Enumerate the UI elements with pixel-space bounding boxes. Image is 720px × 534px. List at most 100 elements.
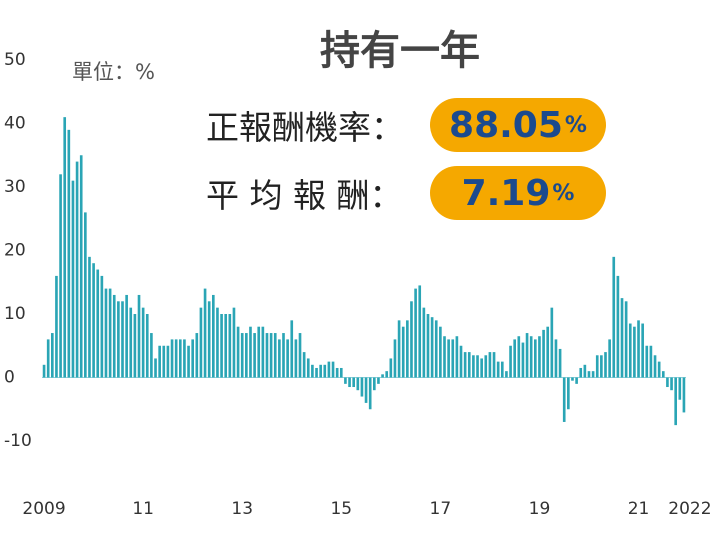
bar (496, 361, 500, 378)
bar (509, 345, 512, 378)
bar (463, 352, 467, 378)
x-tick-label: 11 (132, 499, 154, 519)
stat-value: 7.19 (461, 172, 551, 214)
bar (583, 364, 587, 378)
bar (344, 377, 347, 384)
bar (158, 345, 161, 378)
bar (368, 377, 372, 410)
bar (286, 339, 289, 378)
bar (356, 377, 360, 391)
unit-label: 單位：% (72, 60, 155, 84)
bar (591, 371, 595, 378)
bar (240, 333, 244, 378)
bar (253, 333, 256, 378)
y-tick-label: 10 (4, 304, 26, 324)
bar (525, 333, 529, 378)
bar (385, 371, 389, 378)
bar (55, 275, 58, 378)
bar (199, 307, 203, 378)
y-tick-label: 30 (4, 177, 26, 197)
bar (575, 377, 578, 384)
bar (216, 307, 219, 378)
bar (203, 288, 207, 378)
bar (546, 326, 550, 378)
bar (608, 339, 611, 378)
bar (100, 275, 104, 378)
bar (315, 367, 318, 378)
bar (67, 129, 71, 378)
bar (467, 352, 471, 378)
bar (211, 294, 215, 378)
bar (604, 352, 607, 378)
bar (488, 352, 492, 378)
bar (410, 301, 413, 378)
bar (517, 336, 521, 378)
bar (269, 333, 273, 378)
bar (306, 358, 310, 378)
bar (170, 339, 174, 378)
bar (620, 298, 624, 378)
bar (533, 339, 537, 378)
stat-unit: % (552, 180, 575, 206)
bar (558, 348, 562, 378)
bar (59, 174, 62, 378)
bar (418, 285, 422, 378)
bar (492, 352, 496, 378)
bar (112, 294, 116, 378)
bar (104, 288, 108, 378)
bar (348, 377, 351, 388)
bar (71, 180, 75, 378)
x-tick-label: 13 (231, 499, 253, 519)
bar (75, 161, 79, 378)
bar (335, 367, 339, 378)
x-tick-label: 21 (628, 499, 650, 519)
bar (174, 339, 178, 378)
bar (224, 314, 228, 378)
bar (166, 345, 170, 378)
bar (178, 339, 182, 378)
bar (319, 364, 322, 378)
bar (125, 294, 128, 378)
bar (637, 320, 640, 378)
bar (88, 256, 91, 378)
bar (600, 355, 603, 378)
y-tick-label: 50 (4, 50, 26, 70)
stat-row: 平 均 報 酬： 7.19% (206, 165, 606, 221)
bar (661, 371, 665, 378)
bar (422, 307, 426, 378)
bar (327, 361, 331, 378)
bar (414, 288, 417, 378)
bar (339, 367, 343, 378)
bar (331, 361, 335, 378)
x-tick-label: 15 (330, 499, 352, 519)
bar (265, 333, 269, 378)
bar (311, 364, 314, 378)
bar (542, 329, 545, 378)
bar (249, 326, 252, 378)
bar (505, 371, 508, 378)
bar (381, 374, 384, 378)
bar (401, 326, 405, 378)
bar (364, 377, 368, 403)
bar (261, 326, 265, 378)
bar (538, 336, 541, 378)
bar (236, 326, 240, 378)
bar (257, 326, 261, 378)
bar (220, 314, 223, 378)
chart-title: 持有一年 (320, 28, 480, 74)
bar (624, 301, 628, 378)
bar (245, 333, 248, 378)
stat-label: 平 均 報 酬： (206, 176, 403, 215)
bar (323, 364, 327, 378)
bar (273, 333, 277, 378)
y-tick-label: 40 (4, 114, 26, 134)
y-tick-label: 0 (4, 368, 15, 388)
bar (46, 339, 50, 378)
bar (389, 358, 393, 378)
bar (92, 263, 95, 378)
bar (612, 256, 616, 378)
bar (554, 339, 558, 378)
bar (393, 339, 397, 378)
bar (377, 377, 380, 384)
